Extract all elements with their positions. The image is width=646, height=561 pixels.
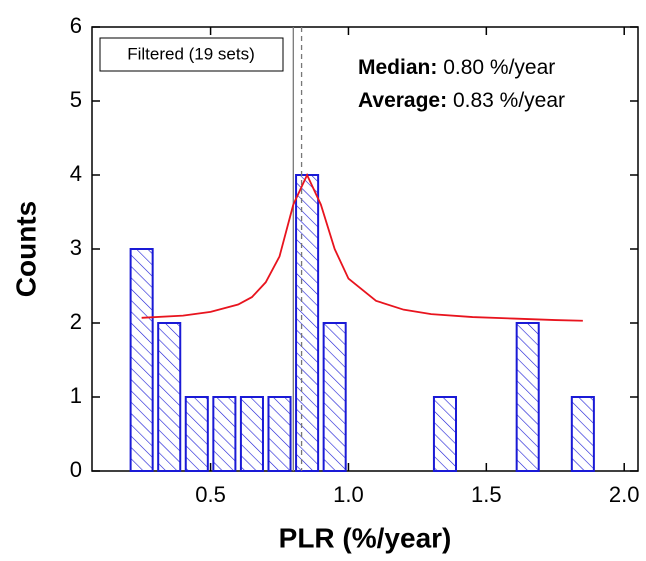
- histogram-bar: [239, 396, 264, 472]
- legend-text: Filtered (19 sets): [127, 44, 255, 63]
- y-tick-label: 6: [70, 13, 82, 38]
- y-tick-label: 0: [70, 457, 82, 482]
- y-tick-label: 3: [70, 235, 82, 260]
- histogram-bar: [515, 322, 540, 472]
- x-axis-label: PLR (%/year): [279, 522, 452, 553]
- average-title: Average:: [358, 89, 447, 112]
- y-axis-label: Counts: [10, 201, 41, 297]
- median-annotation: Median: 0.80 %/year: [358, 56, 555, 79]
- average-annotation: Average: 0.83 %/year: [358, 89, 565, 112]
- histogram-bar: [295, 174, 320, 472]
- legend-box: [99, 37, 284, 72]
- histogram-bar: [267, 396, 292, 472]
- histogram-bar: [157, 322, 182, 472]
- x-tick-label: 0.5: [195, 482, 226, 507]
- histogram-bar: [432, 396, 457, 472]
- histogram-bar: [322, 322, 347, 472]
- histogram-bar: [129, 248, 154, 472]
- y-tick-label: 1: [70, 383, 82, 408]
- x-tick-label: 1.5: [471, 482, 502, 507]
- histogram-bar: [212, 396, 237, 472]
- median-value: 0.80 %/year: [443, 56, 555, 79]
- x-tick-label: 1.0: [333, 482, 364, 507]
- fit-curve: [141, 172, 583, 322]
- x-tick-label: 2.0: [609, 482, 640, 507]
- histogram-bar: [184, 396, 209, 472]
- y-tick-label: 4: [70, 161, 82, 186]
- y-tick-label: 2: [70, 309, 82, 334]
- median-title: Median:: [358, 56, 437, 79]
- average-value: 0.83 %/year: [453, 89, 565, 112]
- histogram-bar: [570, 396, 595, 472]
- y-tick-label: 5: [70, 87, 82, 112]
